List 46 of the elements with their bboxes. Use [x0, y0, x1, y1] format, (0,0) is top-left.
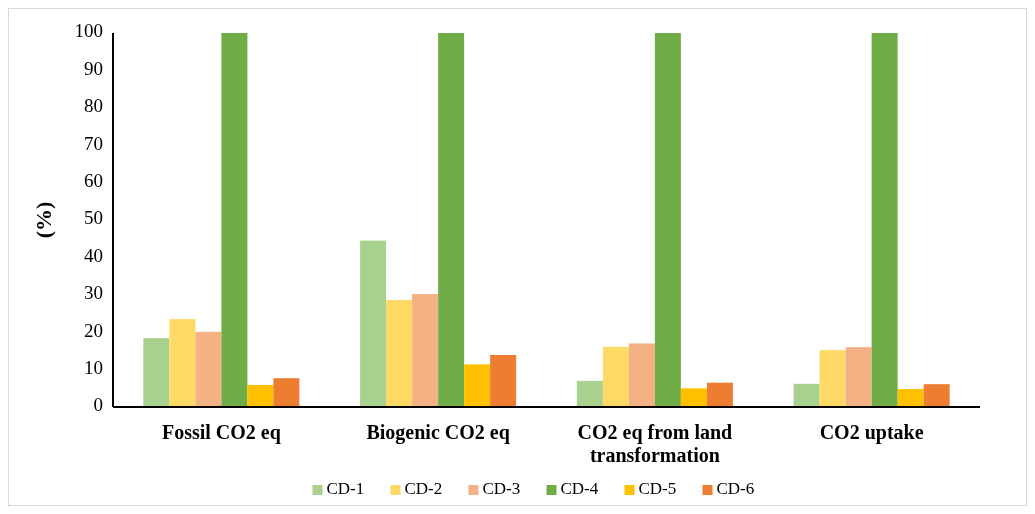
- legend-label: CD-4: [560, 478, 599, 498]
- y-axis-title: (%): [31, 201, 56, 239]
- legend-label: CD-1: [326, 478, 365, 498]
- bar: [819, 350, 846, 407]
- x-tick-label: Fossil CO2 eq: [161, 421, 281, 444]
- x-tick-label: CO2 uptake: [819, 421, 924, 444]
- bar: [221, 33, 248, 407]
- bar: [654, 33, 681, 407]
- y-tick-label: 0: [93, 394, 103, 416]
- bar: [680, 388, 707, 407]
- bar: [247, 384, 274, 407]
- bar: [628, 343, 655, 407]
- y-tick-label: 80: [84, 95, 103, 117]
- legend-label: CD-6: [716, 478, 755, 498]
- bar: [897, 389, 924, 407]
- bar: [273, 378, 300, 407]
- bar: [706, 382, 733, 407]
- bar: [143, 338, 170, 407]
- y-tick-label: 40: [84, 244, 103, 266]
- legend-label: CD-3: [482, 478, 521, 498]
- bar: [464, 364, 491, 407]
- y-tick-label: 90: [84, 57, 103, 79]
- bar: [602, 346, 629, 407]
- bar: [438, 33, 465, 407]
- y-tick-label: 30: [84, 282, 103, 304]
- bar: [490, 355, 517, 407]
- bar: [871, 33, 898, 407]
- y-tick-label: 50: [84, 207, 103, 229]
- bar: [195, 331, 222, 407]
- y-tick-label: 10: [84, 356, 103, 378]
- bar: [793, 383, 820, 407]
- bar: [845, 347, 872, 407]
- bar: [576, 380, 603, 407]
- x-tick-label: Biogenic CO2 eq: [366, 421, 510, 444]
- bar: [169, 319, 196, 407]
- bar: [386, 300, 413, 407]
- legend-label: CD-5: [638, 478, 677, 498]
- bar: [923, 384, 950, 407]
- bar: [360, 240, 387, 407]
- y-tick-label: 70: [84, 132, 103, 154]
- bar: [412, 294, 439, 407]
- y-tick-label: 60: [84, 169, 103, 191]
- y-tick-label: 100: [74, 20, 103, 42]
- legend-label: CD-2: [404, 478, 443, 498]
- y-tick-label: 20: [84, 319, 103, 341]
- x-tick-label: CO2 eq from land transformation: [577, 421, 733, 466]
